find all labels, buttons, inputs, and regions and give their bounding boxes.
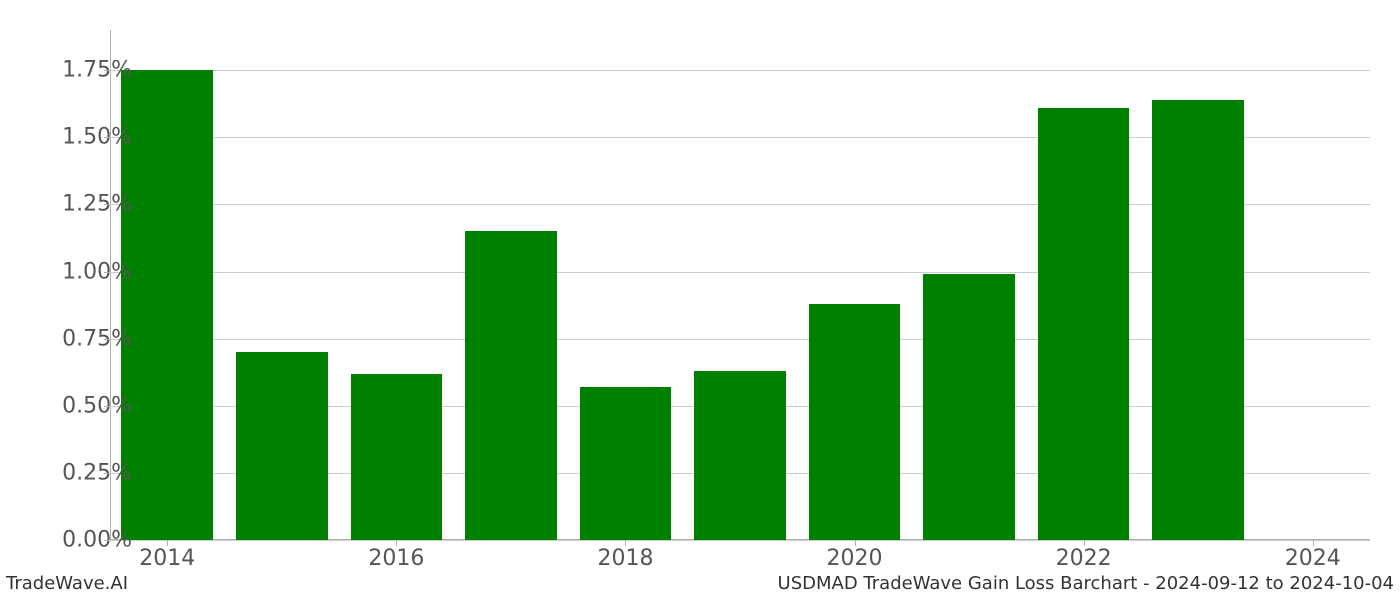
ytick-mark xyxy=(104,540,110,541)
ytick-label: 1.50% xyxy=(62,125,132,150)
bar xyxy=(694,371,786,540)
chart-plot-area xyxy=(110,30,1370,540)
bar xyxy=(236,352,328,540)
xtick-label: 2016 xyxy=(368,546,424,571)
xtick-mark xyxy=(167,540,168,546)
xtick-label: 2014 xyxy=(139,546,195,571)
xtick-label: 2020 xyxy=(827,546,883,571)
xtick-label: 2024 xyxy=(1285,546,1341,571)
bar xyxy=(351,374,443,540)
footer-right-label: USDMAD TradeWave Gain Loss Barchart - 20… xyxy=(778,573,1394,594)
ytick-label: 1.75% xyxy=(62,58,132,83)
bar xyxy=(465,231,557,540)
ytick-mark xyxy=(104,339,110,340)
xtick-mark xyxy=(1313,540,1314,546)
gridline xyxy=(110,540,1370,541)
bar xyxy=(1038,108,1130,540)
bar xyxy=(809,304,901,540)
gridline xyxy=(110,70,1370,71)
xtick-mark xyxy=(396,540,397,546)
ytick-mark xyxy=(104,272,110,273)
ytick-label: 0.00% xyxy=(62,528,132,553)
ytick-label: 0.25% xyxy=(62,460,132,485)
ytick-label: 0.75% xyxy=(62,326,132,351)
ytick-mark xyxy=(104,137,110,138)
ytick-mark xyxy=(104,473,110,474)
xtick-mark xyxy=(1084,540,1085,546)
xtick-mark xyxy=(625,540,626,546)
bar xyxy=(121,70,213,540)
bar xyxy=(580,387,672,540)
ytick-mark xyxy=(104,204,110,205)
ytick-label: 1.25% xyxy=(62,192,132,217)
bar xyxy=(923,274,1015,540)
xtick-label: 2018 xyxy=(597,546,653,571)
xtick-mark xyxy=(855,540,856,546)
footer-left-label: TradeWave.AI xyxy=(6,573,128,594)
ytick-label: 0.50% xyxy=(62,393,132,418)
ytick-label: 1.00% xyxy=(62,259,132,284)
ytick-mark xyxy=(104,70,110,71)
ytick-mark xyxy=(104,406,110,407)
bar xyxy=(1152,100,1244,540)
xtick-label: 2022 xyxy=(1056,546,1112,571)
